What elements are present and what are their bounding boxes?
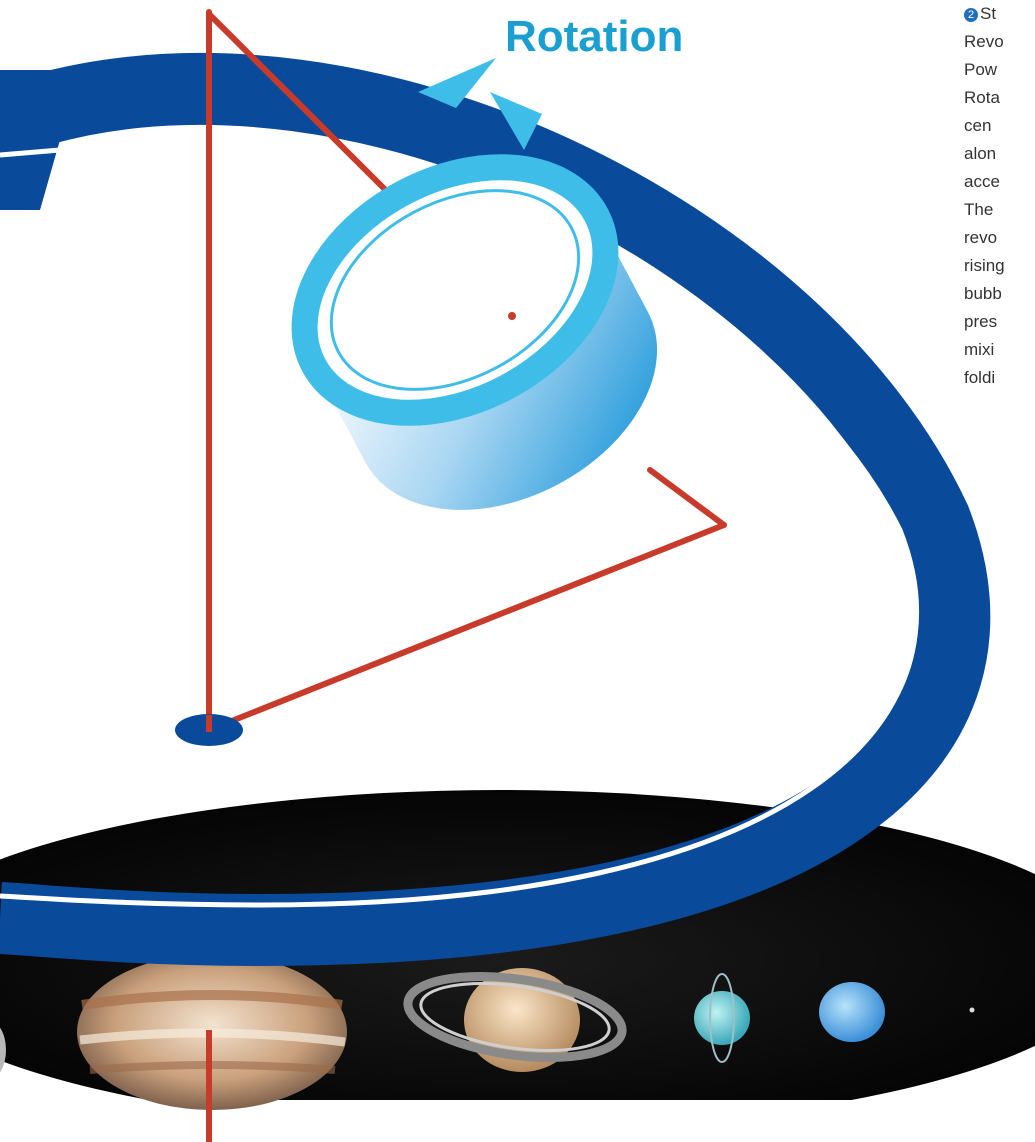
side-text-line: mixi [964, 340, 995, 359]
side-text-line: bubb [964, 284, 1002, 303]
lower-arm-line [206, 522, 727, 733]
neptune-planet [819, 982, 885, 1042]
planet-partial-left [0, 1027, 6, 1073]
side-text-line: acce [964, 172, 1000, 191]
rotation-label: Rotation [505, 12, 684, 61]
cylinder-top-face [291, 154, 619, 426]
side-text-line: Revo [964, 32, 1004, 51]
side-text-line: cen [964, 116, 992, 135]
rotation-center-dot [508, 312, 516, 320]
rotating-cylinder [291, 154, 658, 510]
side-text-step-line: 2 St [964, 0, 1035, 28]
saturn-planet [403, 968, 627, 1072]
side-text-line: alon [964, 144, 997, 163]
side-text-line: rising [964, 256, 1005, 275]
right-arm-line [647, 467, 727, 528]
side-text-line: foldi [964, 368, 996, 387]
side-text-line: pres [964, 312, 998, 331]
uranus-planet [694, 973, 750, 1063]
side-text-line: revo [964, 228, 998, 247]
pluto-planet [969, 1007, 975, 1013]
planet-band [0, 790, 1035, 1142]
rotation-arrow-outer-icon [418, 58, 496, 108]
side-text-line: Rota [964, 88, 1000, 107]
side-text-line: The [964, 200, 994, 219]
side-text-line: Pow [964, 60, 998, 79]
side-description-text: 2 St Revo Pow Rota cen alon acce The revo… [964, 0, 1035, 392]
rotation-arrow-inner-icon [490, 92, 542, 150]
step-number-badge: 2 [964, 8, 978, 22]
